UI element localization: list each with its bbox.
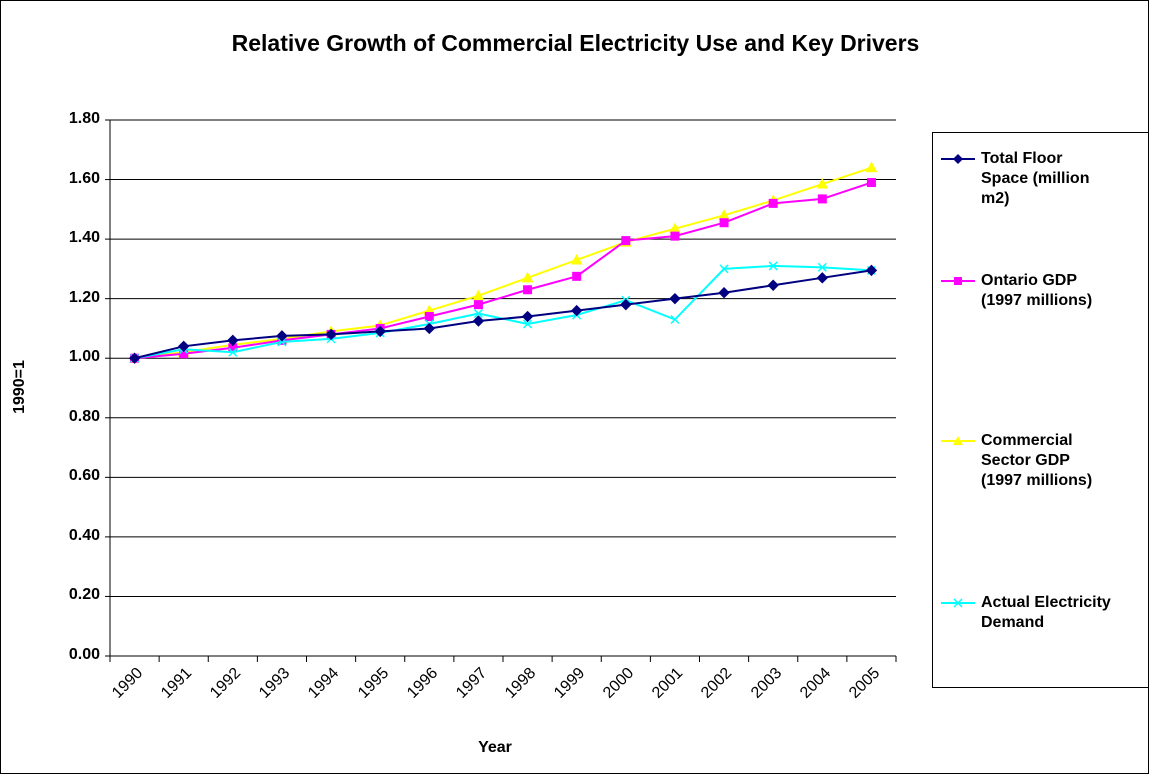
data-point xyxy=(718,287,730,299)
data-point xyxy=(177,340,190,353)
data-point xyxy=(227,334,239,347)
legend-label-line: Sector GDP xyxy=(981,452,1070,469)
data-point xyxy=(817,262,827,272)
data-point xyxy=(572,271,582,281)
y-axis-title-text: 1990=1 xyxy=(11,360,28,414)
legend-label: Total Floor Space (million m2) xyxy=(981,149,1146,209)
data-point xyxy=(865,264,878,277)
data-point xyxy=(473,309,483,319)
data-point xyxy=(472,315,485,327)
legend-label-line: Space (million xyxy=(981,170,1090,187)
y-tick-label: 0.00 xyxy=(68,646,100,663)
data-point xyxy=(523,319,533,329)
data-point xyxy=(423,322,436,335)
chart-title: Relative Growth of Commercial Electricit… xyxy=(231,30,920,56)
data-point xyxy=(768,261,778,271)
data-point xyxy=(523,285,533,295)
series-line xyxy=(134,269,872,360)
y-tick-label: 1.40 xyxy=(68,229,100,247)
data-point xyxy=(325,328,337,341)
legend-label-line: m2) xyxy=(981,190,1010,207)
data-point xyxy=(374,325,386,338)
data-point xyxy=(277,337,287,347)
series-line xyxy=(134,181,872,360)
data-point xyxy=(570,304,583,317)
data-point xyxy=(521,271,534,283)
data-point xyxy=(670,231,680,241)
data-point xyxy=(816,177,829,189)
data-point xyxy=(473,300,483,310)
data-point xyxy=(670,314,680,325)
data-point xyxy=(865,161,878,173)
data-point xyxy=(817,194,827,204)
legend-label-line: Demand xyxy=(981,614,1045,631)
legend-label: Actual Electricity Demand xyxy=(981,593,1146,633)
data-point xyxy=(816,272,829,284)
data-point xyxy=(768,198,778,208)
legend-label-line: Actual Electricity xyxy=(981,594,1111,611)
legend-label-line: (1997 millions) xyxy=(981,292,1093,309)
data-point xyxy=(866,178,876,188)
data-point xyxy=(719,218,729,228)
legend-label-line: Total Floor xyxy=(981,150,1063,167)
y-tick-label: 0.20 xyxy=(68,586,100,604)
data-point xyxy=(621,236,631,246)
data-point xyxy=(620,298,632,311)
y-tick-label: 1.60 xyxy=(68,169,100,187)
data-point xyxy=(472,289,485,301)
series-line xyxy=(134,166,872,360)
legend-marker xyxy=(953,598,963,608)
data-point xyxy=(669,292,681,305)
legend-label: Ontario GDP (1997 millions) xyxy=(981,271,1146,311)
legend: Total Floor Space (million m2) Ontario GDP (… xyxy=(932,132,1149,688)
y-tick-label: 0.80 xyxy=(68,407,100,425)
y-tick-label: 0.60 xyxy=(68,467,100,485)
legend-marker xyxy=(953,154,963,164)
legend-label-line: Commercial xyxy=(981,432,1073,449)
legend-swatch xyxy=(941,277,975,285)
legend-marker xyxy=(954,277,962,285)
legend-swatch xyxy=(941,154,975,164)
legend-swatch xyxy=(941,598,975,608)
x-axis-title: Year xyxy=(478,739,512,756)
data-point xyxy=(128,352,141,364)
legend-label-line: (1997 millions) xyxy=(981,472,1093,489)
y-tick-label: 1.20 xyxy=(68,288,100,306)
data-point xyxy=(719,264,729,274)
data-point xyxy=(276,330,288,342)
legend-label-line: Ontario GDP xyxy=(981,272,1078,289)
data-point xyxy=(767,279,779,291)
data-point xyxy=(228,347,238,357)
data-point xyxy=(521,310,534,323)
legend-label: Commercial Sector GDP (1997 millions) xyxy=(981,431,1146,491)
legend-marker xyxy=(953,436,963,445)
y-tick-label: 1.00 xyxy=(68,348,100,366)
y-tick-label: 1.80 xyxy=(68,110,100,127)
series-line xyxy=(134,264,872,360)
data-point xyxy=(570,253,583,265)
y-tick-label: 0.40 xyxy=(68,526,100,544)
data-point xyxy=(424,312,434,322)
legend-swatch xyxy=(941,436,975,445)
